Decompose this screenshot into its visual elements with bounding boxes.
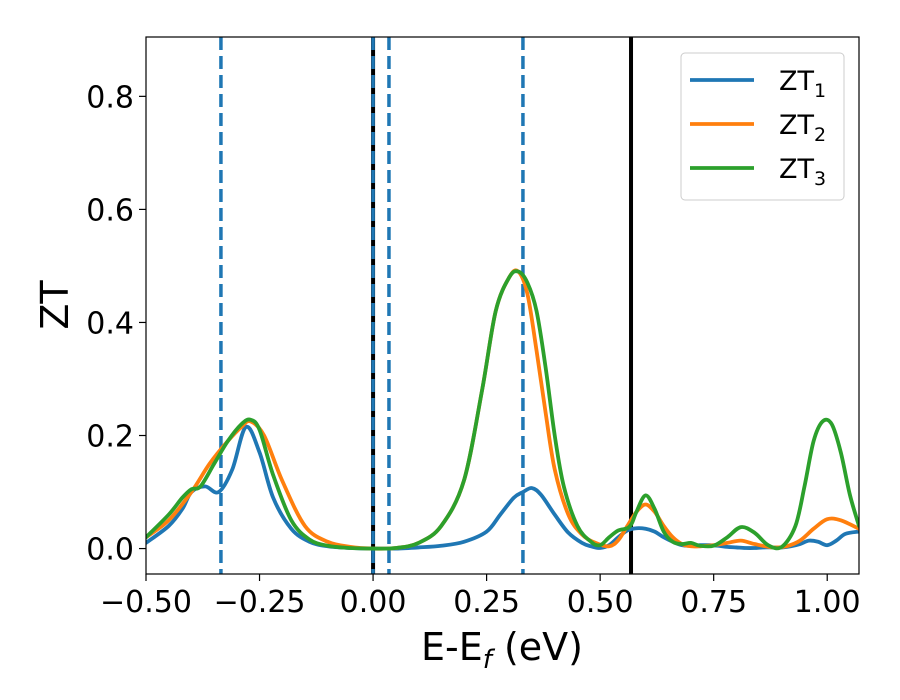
- legend-label-zt1: ZT1: [779, 66, 826, 102]
- x-tick-label: −0.25: [214, 585, 306, 620]
- vertical-reference-lines: [219, 37, 634, 574]
- legend: ZT1 ZT2 ZT3: [680, 52, 845, 201]
- series-group: [146, 268, 859, 551]
- y-axis-title: ZT: [33, 280, 77, 330]
- y-axis-ticks: 0.0 0.2 0.4 0.6 0.8: [86, 80, 146, 568]
- y-tick-label: 0.6: [86, 193, 134, 228]
- legend-box: [680, 52, 845, 201]
- plot-frame: [145, 36, 860, 575]
- y-tick-label: 0.8: [86, 80, 134, 115]
- series-line-zt3: [146, 269, 859, 551]
- x-axis-title-unit: (eV): [492, 625, 583, 669]
- x-tick-label: −0.50: [100, 585, 192, 620]
- x-tick-label: 0.50: [567, 585, 634, 620]
- y-tick-label: 0.4: [86, 306, 134, 341]
- legend-label-zt3: ZT3: [779, 154, 826, 190]
- x-tick-label: 0.75: [680, 585, 747, 620]
- y-tick-label: 0.2: [86, 420, 134, 455]
- x-tick-label: 0.25: [453, 585, 520, 620]
- y-tick-label: 0.0: [86, 533, 134, 568]
- legend-label-zt2: ZT2: [779, 110, 826, 146]
- x-axis-title: E-Ef (eV): [421, 625, 583, 675]
- x-axis-ticks: −0.50 −0.25 0.00 0.25 0.50 0.75 1.00: [100, 574, 861, 620]
- series-line-zt2: [146, 268, 859, 551]
- x-tick-label: 1.00: [794, 585, 861, 620]
- x-tick-label: 0.00: [340, 585, 407, 620]
